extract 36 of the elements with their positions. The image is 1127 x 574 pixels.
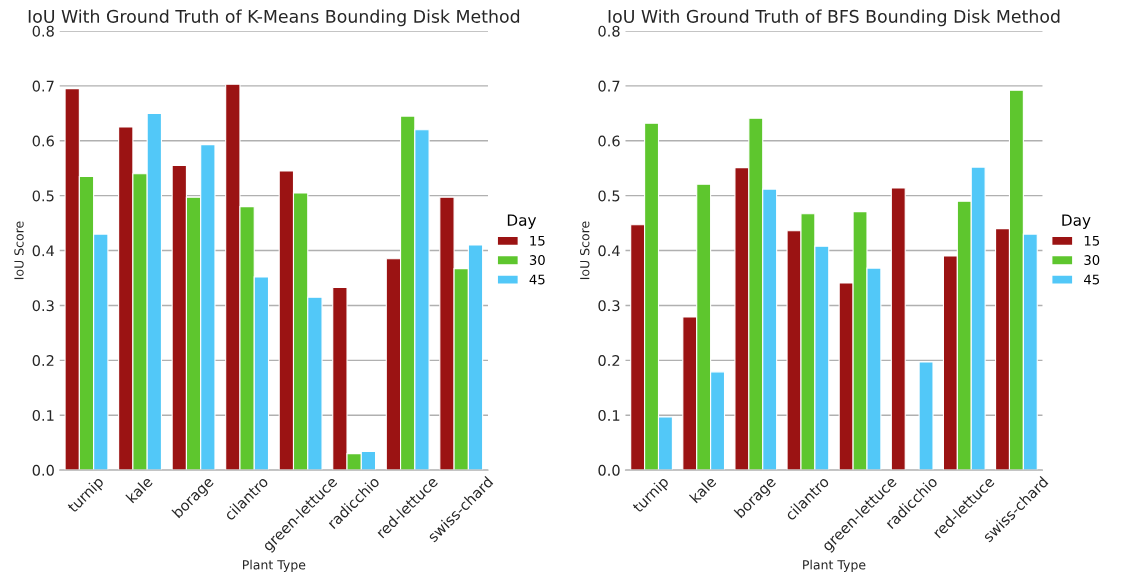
y-tick-label: 0.5 <box>32 190 54 202</box>
x-tick-label: kale <box>688 475 717 504</box>
y-tick-label: 0.6 <box>32 135 54 147</box>
y-tick-label: 0.1 <box>598 409 620 421</box>
legend-label: 30 <box>529 255 545 266</box>
y-tick-label: 0.3 <box>32 300 54 312</box>
legend-label: 15 <box>530 235 545 246</box>
bar <box>890 187 906 471</box>
y-tick-label: 0.3 <box>598 300 620 312</box>
legend-label: 15 <box>1084 235 1100 246</box>
y-tick-label: 0.2 <box>32 355 54 367</box>
legend-label: 45 <box>529 274 545 285</box>
y-tick-label: 0.0 <box>32 464 54 476</box>
x-tick-label: kale <box>125 475 154 504</box>
y-tick-label: 0.1 <box>32 409 54 421</box>
chart-title: IoU With Ground Truth of K-Means Bounding Disk Method <box>28 9 520 27</box>
y-tick-label: 0.8 <box>32 25 54 37</box>
y-tick-label: 0.0 <box>598 464 620 476</box>
y-axis-title: IoU Score <box>580 221 590 280</box>
y-tick-label: 0.4 <box>32 245 55 257</box>
x-axis-title: Plant Type <box>803 559 866 572</box>
y-tick-label: 0.5 <box>598 190 620 202</box>
y-tick-label: 0.6 <box>598 135 620 147</box>
y-tick-label: 0.4 <box>598 245 620 257</box>
legend-label: 30 <box>1084 255 1100 266</box>
y-tick-label: 0.7 <box>598 80 620 92</box>
y-tick-label: 0.7 <box>32 80 54 92</box>
legend-title: Day <box>507 214 537 229</box>
legend-title: Day <box>1062 214 1091 229</box>
y-tick-label: 0.2 <box>598 355 620 367</box>
legend-label: 45 <box>1084 274 1100 285</box>
y-axis-title: IoU Score <box>14 221 24 280</box>
chart-title: IoU With Ground Truth of BFS Bounding Disk Method <box>608 9 1060 27</box>
bar <box>918 361 934 471</box>
y-tick-label: 0.8 <box>598 25 620 37</box>
x-axis-title: Plant Type <box>243 559 306 572</box>
